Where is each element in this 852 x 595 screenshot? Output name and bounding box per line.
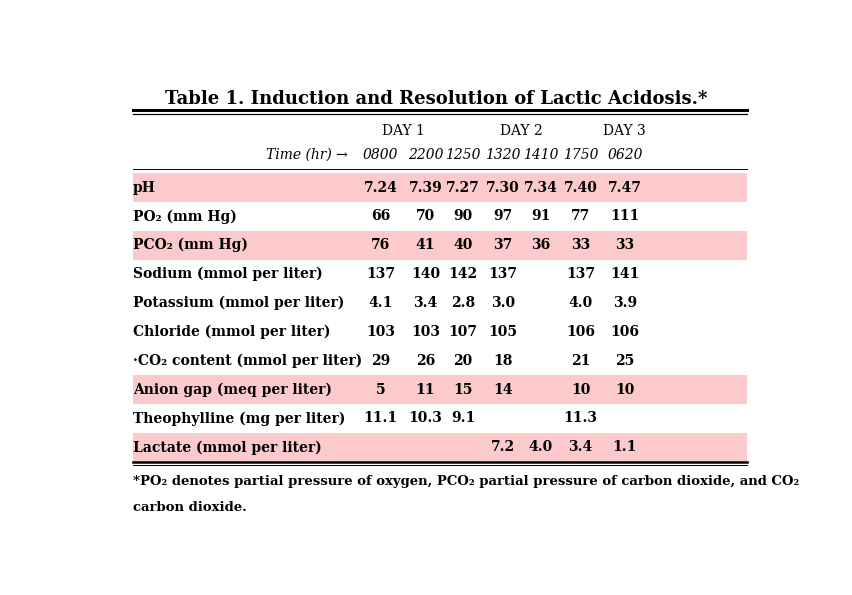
Text: 21: 21 [571, 353, 590, 368]
Text: 137: 137 [366, 267, 395, 281]
Text: 15: 15 [453, 383, 473, 397]
Text: 105: 105 [488, 325, 517, 339]
Text: 103: 103 [366, 325, 395, 339]
Text: 137: 137 [488, 267, 517, 281]
Bar [133, 433, 747, 462]
Text: 3.4: 3.4 [413, 296, 438, 310]
Text: 10: 10 [615, 383, 635, 397]
Text: 111: 111 [610, 209, 640, 223]
Text: 37: 37 [493, 238, 512, 252]
Text: *PO₂ denotes partial pressure of oxygen, PCO₂ partial pressure of carbon dioxide: *PO₂ denotes partial pressure of oxygen,… [133, 475, 799, 488]
Text: 3.0: 3.0 [491, 296, 515, 310]
Text: 41: 41 [416, 238, 435, 252]
Text: 3.4: 3.4 [568, 440, 593, 455]
Text: 7.39: 7.39 [409, 180, 442, 195]
Text: 140: 140 [411, 267, 440, 281]
Bar [133, 231, 747, 259]
Text: 107: 107 [448, 325, 478, 339]
Text: 0620: 0620 [607, 148, 642, 162]
Text: 3.9: 3.9 [613, 296, 637, 310]
Text: PCO₂ (mm Hg): PCO₂ (mm Hg) [133, 238, 248, 252]
Text: 77: 77 [571, 209, 590, 223]
Text: 11.3: 11.3 [563, 412, 597, 425]
Text: 5: 5 [376, 383, 385, 397]
Text: carbon dioxide.: carbon dioxide. [133, 500, 247, 513]
Text: 7.47: 7.47 [607, 180, 642, 195]
Bar [133, 173, 747, 202]
Text: 7.30: 7.30 [486, 180, 520, 195]
Text: PO₂ (mm Hg): PO₂ (mm Hg) [133, 209, 237, 224]
Text: 97: 97 [493, 209, 512, 223]
Text: 4.0: 4.0 [568, 296, 593, 310]
Text: pH: pH [133, 180, 156, 195]
Text: DAY 1: DAY 1 [382, 124, 424, 138]
Text: 76: 76 [371, 238, 390, 252]
Text: 9.1: 9.1 [451, 412, 475, 425]
Text: 66: 66 [371, 209, 390, 223]
Text: 29: 29 [371, 353, 390, 368]
Text: ·CO₂ content (mmol per liter): ·CO₂ content (mmol per liter) [133, 353, 362, 368]
Text: 7.27: 7.27 [446, 180, 480, 195]
Text: 14: 14 [493, 383, 512, 397]
Text: 2200: 2200 [407, 148, 443, 162]
Text: 142: 142 [448, 267, 478, 281]
Text: 141: 141 [610, 267, 640, 281]
Text: Potassium (mmol per liter): Potassium (mmol per liter) [133, 296, 344, 310]
Text: 7.34: 7.34 [524, 180, 558, 195]
Text: Time (hr) →: Time (hr) → [266, 148, 348, 162]
Text: 10: 10 [571, 383, 590, 397]
Text: 4.1: 4.1 [368, 296, 393, 310]
Text: 40: 40 [453, 238, 473, 252]
Text: DAY 2: DAY 2 [500, 124, 544, 138]
Text: 103: 103 [411, 325, 440, 339]
Text: 7.40: 7.40 [564, 180, 597, 195]
Text: Theophylline (mg per liter): Theophylline (mg per liter) [133, 411, 345, 425]
Text: 18: 18 [493, 353, 512, 368]
Text: Anion gap (meq per liter): Anion gap (meq per liter) [133, 383, 332, 397]
Text: Table 1. Induction and Resolution of Lactic Acidosis.*: Table 1. Induction and Resolution of Lac… [165, 90, 708, 108]
Text: 2.8: 2.8 [451, 296, 475, 310]
Text: 36: 36 [532, 238, 550, 252]
Text: 1.1: 1.1 [613, 440, 637, 455]
Text: 26: 26 [416, 353, 435, 368]
Text: 1410: 1410 [523, 148, 559, 162]
Text: 25: 25 [615, 353, 635, 368]
Text: 91: 91 [532, 209, 550, 223]
Text: 33: 33 [571, 238, 590, 252]
Text: Chloride (mmol per liter): Chloride (mmol per liter) [133, 325, 331, 339]
Text: 90: 90 [453, 209, 473, 223]
Text: 106: 106 [566, 325, 595, 339]
Text: 1750: 1750 [563, 148, 598, 162]
Text: Lactate (mmol per liter): Lactate (mmol per liter) [133, 440, 322, 455]
Text: 1250: 1250 [446, 148, 481, 162]
Text: 7.24: 7.24 [364, 180, 398, 195]
Text: 7.2: 7.2 [491, 440, 515, 455]
Text: 70: 70 [416, 209, 435, 223]
Text: 106: 106 [610, 325, 639, 339]
Text: 4.0: 4.0 [529, 440, 553, 455]
Text: 20: 20 [453, 353, 473, 368]
Text: 0800: 0800 [363, 148, 398, 162]
Text: 1320: 1320 [485, 148, 521, 162]
Text: Sodium (mmol per liter): Sodium (mmol per liter) [133, 267, 323, 281]
Text: 10.3: 10.3 [408, 412, 442, 425]
Text: 137: 137 [566, 267, 595, 281]
Text: 33: 33 [615, 238, 635, 252]
Bar [133, 375, 747, 404]
Text: 11.1: 11.1 [364, 412, 398, 425]
Text: DAY 3: DAY 3 [603, 124, 646, 138]
Text: 11: 11 [416, 383, 435, 397]
